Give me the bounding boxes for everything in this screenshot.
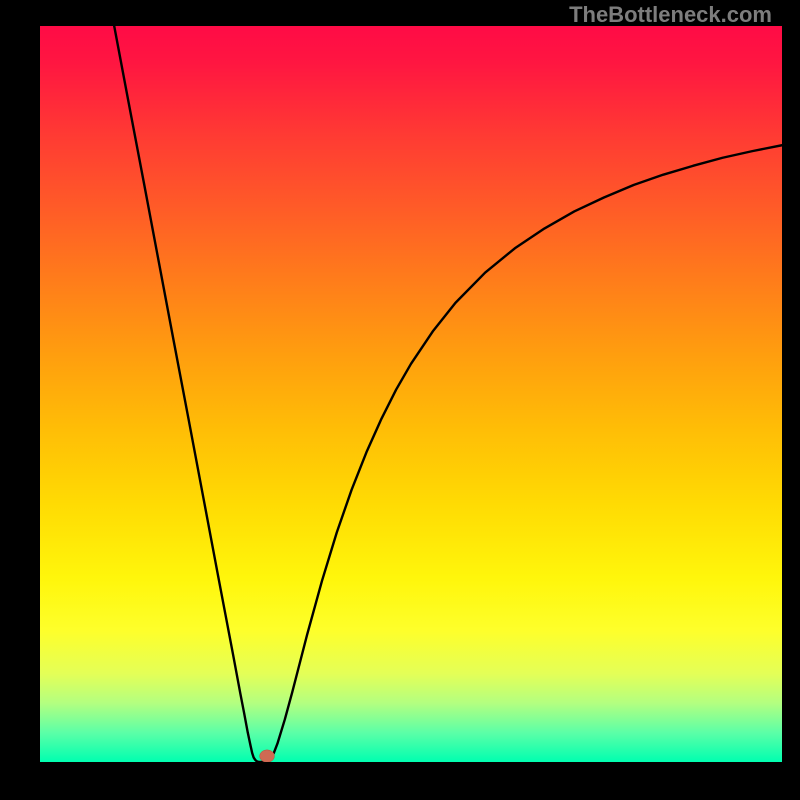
watermark-text: TheBottleneck.com [569,2,772,28]
plot-area [40,26,782,762]
bottleneck-marker [260,750,275,762]
bottleneck-curve [40,26,782,762]
curve-path [114,26,782,762]
